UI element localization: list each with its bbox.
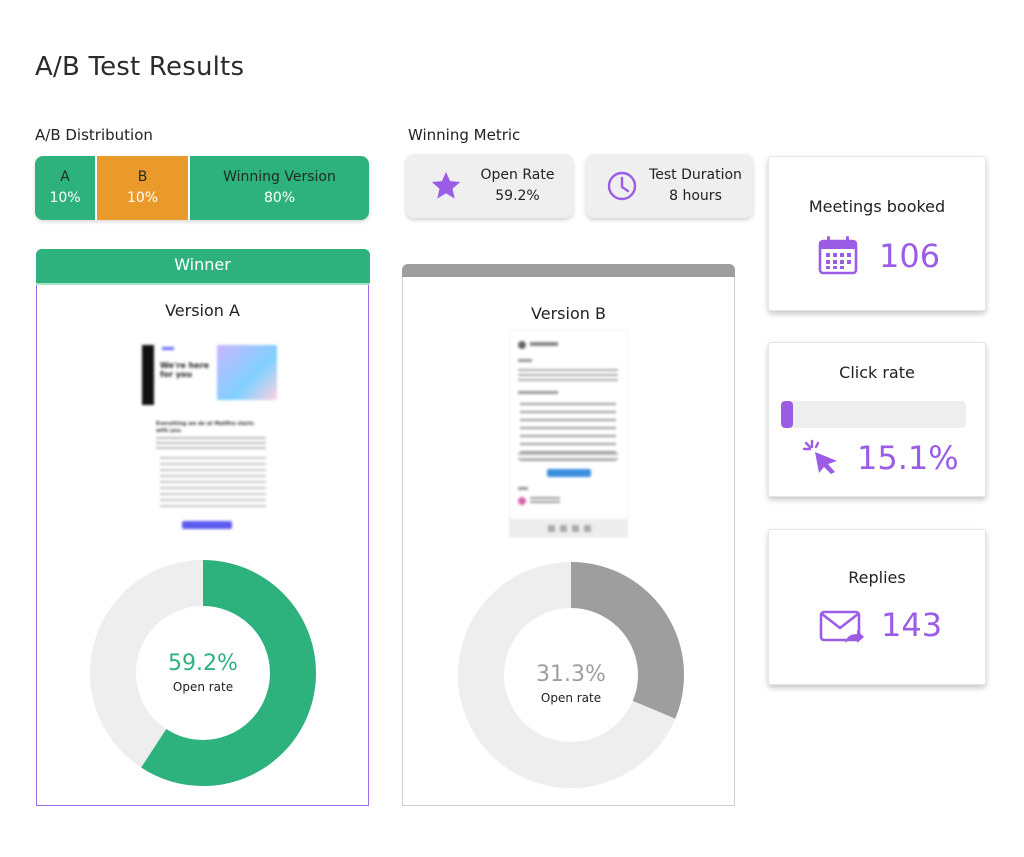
- version-b-open-rate-caption: Open rate: [540, 691, 602, 705]
- version-a-open-rate-caption: Open rate: [172, 680, 234, 694]
- replies-value: 143: [881, 606, 943, 644]
- version-a-email-preview[interactable]: We're here for you Everything we do at M…: [142, 341, 277, 537]
- segment-name: A: [60, 169, 70, 185]
- version-b-panel: Version B 31.3% Open rate: [402, 264, 735, 806]
- page-title: A/B Test Results: [35, 52, 245, 82]
- clock-icon: [600, 170, 644, 202]
- click-rate-progress-fill: [781, 401, 794, 428]
- test-duration-value: 8 hours: [669, 188, 722, 204]
- version-b-header-bar: [402, 264, 735, 277]
- version-a-open-rate: 59.2% Open rate: [143, 651, 263, 694]
- test-duration-label: Test Duration: [649, 167, 742, 183]
- replies-card[interactable]: Replies 143: [768, 529, 986, 685]
- version-b-open-rate-value: 31.3%: [536, 662, 606, 687]
- version-a-panel: Winner Version A We're here for you Ever…: [35, 249, 370, 806]
- version-a-title: Version A: [165, 301, 240, 320]
- version-b-donut-chart: [458, 562, 684, 788]
- distribution-segment-b[interactable]: B 10%: [97, 156, 190, 220]
- segment-name: B: [137, 169, 148, 185]
- meetings-booked-card[interactable]: Meetings booked 106: [768, 156, 986, 311]
- distribution-segment-winning[interactable]: Winning Version 80%: [190, 156, 369, 220]
- winner-badge: Winner: [35, 249, 370, 285]
- open-rate-value: 59.2%: [495, 188, 540, 204]
- email-heading: Everything we do at Mailfire starts with…: [156, 421, 254, 434]
- segment-name: Winning Version: [223, 169, 336, 185]
- meetings-booked-value: 106: [879, 237, 941, 275]
- meetings-booked-title: Meetings booked: [808, 197, 946, 216]
- email-hero-text: We're here for you: [160, 361, 210, 379]
- distribution-label: A/B Distribution: [35, 126, 153, 144]
- cursor-click-icon: [802, 439, 842, 479]
- version-b-open-rate: 31.3% Open rate: [511, 662, 631, 705]
- test-duration-tile[interactable]: Test Duration 8 hours: [586, 154, 753, 218]
- segment-percent: 80%: [263, 190, 296, 206]
- open-rate-label: Open Rate: [480, 167, 555, 183]
- click-rate-progress-track: [781, 401, 966, 428]
- calendar-icon: [817, 234, 859, 280]
- segment-percent: 10%: [126, 190, 159, 206]
- click-rate-card[interactable]: Click rate 15.1%: [768, 342, 986, 497]
- donut-arc-a: [90, 560, 316, 786]
- mail-reply-icon: [819, 610, 865, 650]
- version-b-title: Version B: [531, 304, 606, 323]
- version-b-email-preview[interactable]: [509, 330, 628, 538]
- winning-metric-label: Winning Metric: [408, 126, 521, 144]
- click-rate-value: 15.1%: [857, 439, 959, 477]
- segment-percent: 10%: [49, 190, 81, 206]
- distribution-bar: A 10% B 10% Winning Version 80%: [35, 156, 369, 220]
- open-rate-tile[interactable]: Open Rate 59.2%: [406, 154, 573, 218]
- click-rate-title: Click rate: [839, 363, 915, 382]
- donut-arc-b: [458, 562, 684, 788]
- star-icon: [424, 169, 468, 203]
- version-a-donut-chart: [90, 560, 316, 786]
- distribution-segment-a[interactable]: A 10%: [35, 156, 97, 220]
- replies-title: Replies: [848, 568, 906, 587]
- version-a-open-rate-value: 59.2%: [168, 651, 238, 676]
